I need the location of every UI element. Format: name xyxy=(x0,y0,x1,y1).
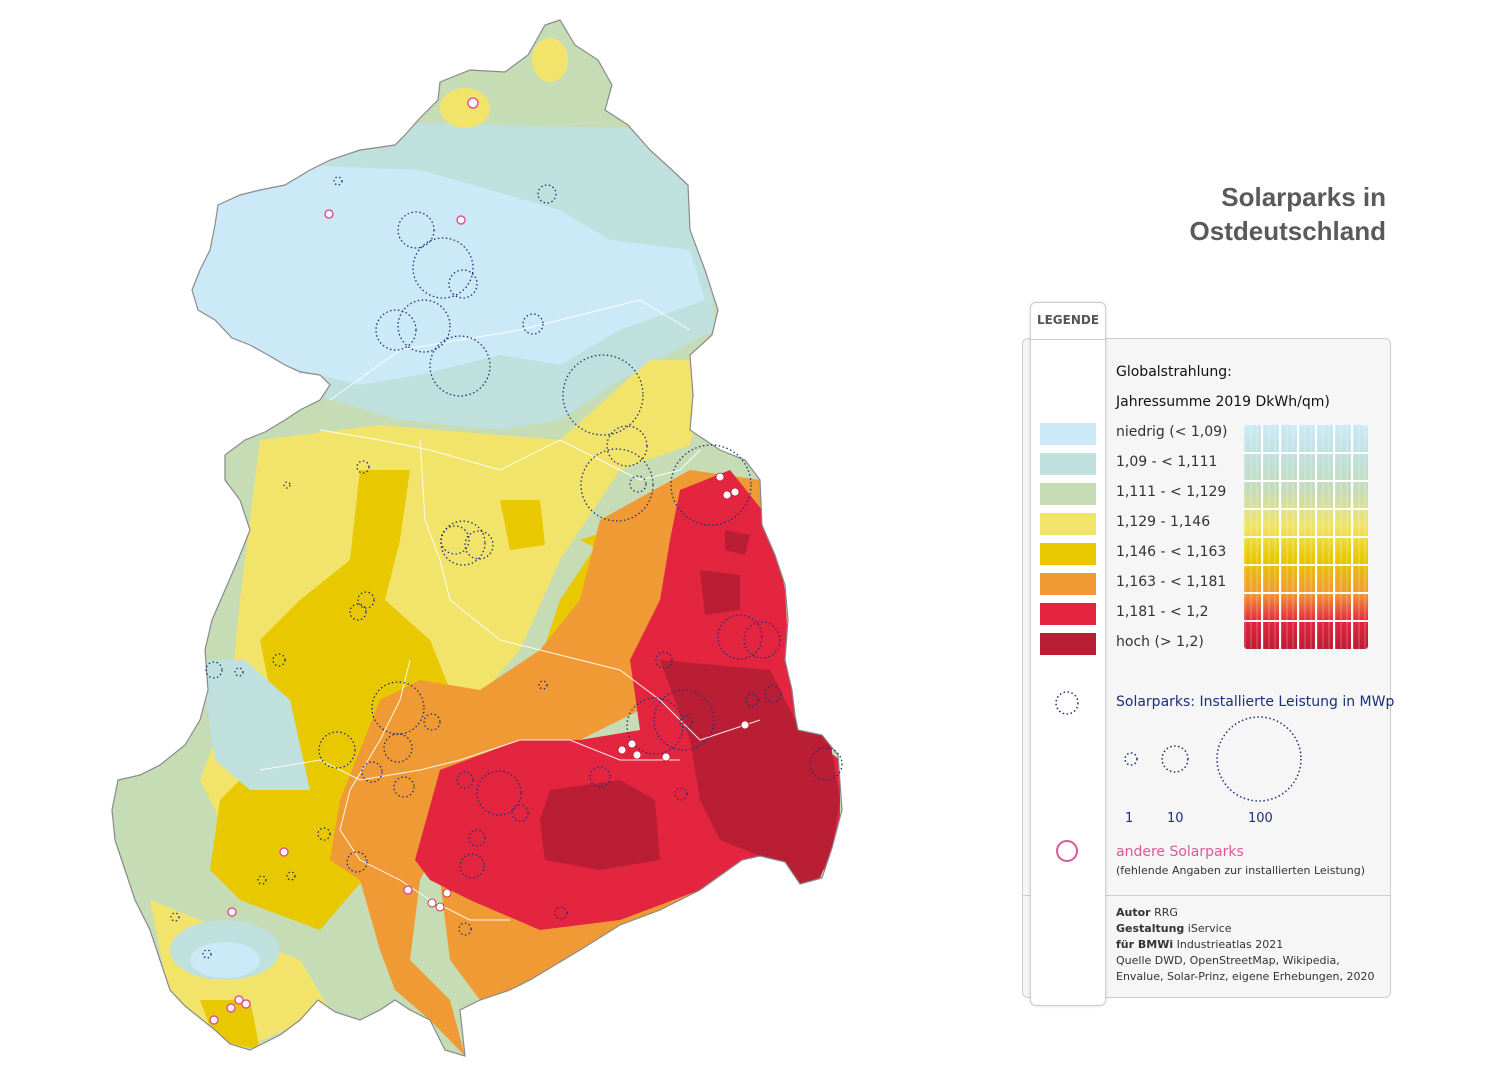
legend-swatch-2 xyxy=(1040,453,1096,475)
legend-heading: Globalstrahlung: xyxy=(1116,364,1232,380)
credit-line: Quelle DWD, OpenStreetMap, Wikipedia, xyxy=(1116,954,1340,967)
map-title: Solarparks in Ostdeutschland xyxy=(1190,180,1386,248)
legend-swatch-5 xyxy=(1040,543,1096,565)
map-title-line2: Ostdeutschland xyxy=(1189,216,1386,246)
legend-size-label: 10 xyxy=(1167,811,1184,826)
credit-key: für BMWi xyxy=(1116,938,1174,951)
credit-value: Envalue, Solar-Prinz, eigene Erhebungen,… xyxy=(1116,970,1375,983)
legend-swatch-7 xyxy=(1040,603,1096,625)
legend-tab-label: LEGENDE xyxy=(1036,313,1100,327)
legend-swatch-niedrig xyxy=(1040,423,1096,445)
legend-class-label: hoch (> 1,2) xyxy=(1116,634,1204,650)
credit-value: iService xyxy=(1184,922,1232,935)
andere-solarparks xyxy=(209,97,479,1025)
legend-class-label: 1,09 - < 1,111 xyxy=(1116,454,1218,470)
state-borders xyxy=(259,299,761,921)
legend-size-label: 100 xyxy=(1248,811,1273,826)
legend-andere-label: andere Solarparks xyxy=(1116,844,1244,860)
credit-line: für BMWi Industrieatlas 2021 xyxy=(1116,938,1283,951)
credit-value: RRG xyxy=(1150,906,1178,919)
credit-line: Envalue, Solar-Prinz, eigene Erhebungen,… xyxy=(1116,970,1374,983)
legend-class-label: 1,129 - 1,146 xyxy=(1116,514,1211,530)
credit-key: Autor xyxy=(1116,906,1151,919)
legend-swatch-6 xyxy=(1040,573,1096,595)
legend-class-label: 1,111 - < 1,129 xyxy=(1116,484,1227,500)
legend-credits-divider xyxy=(1022,895,1390,896)
legend-size-label: 1 xyxy=(1125,811,1134,826)
legend-solarparks-label: Solarparks: Installierte Leistung in MWp xyxy=(1116,694,1395,710)
legend-swatch-4 xyxy=(1040,513,1096,535)
legend-class-label: 1,181 - < 1,2 xyxy=(1116,604,1209,620)
credit-line: Autor RRG xyxy=(1116,906,1178,919)
legend-class-label: 1,146 - < 1,163 xyxy=(1116,544,1227,560)
legend-class-label: 1,163 - < 1,181 xyxy=(1116,574,1227,590)
legend-andere-note: (fehlende Angaben zur installierten Leis… xyxy=(1116,864,1365,877)
legend-swatch-3 xyxy=(1040,483,1096,505)
radiation-zones xyxy=(112,20,842,1056)
radiation-map xyxy=(111,19,843,1057)
map-title-line1: Solarparks in xyxy=(1221,182,1386,212)
solarpark-points xyxy=(427,472,750,912)
credit-value: Quelle DWD, OpenStreetMap, Wikipedia, xyxy=(1116,954,1340,967)
solarpark-circles xyxy=(170,176,843,959)
credit-line: Gestaltung iService xyxy=(1116,922,1232,935)
legend-tab-divider xyxy=(1031,339,1105,340)
credit-key: Gestaltung xyxy=(1116,922,1185,935)
legend-swatch-hoch xyxy=(1040,633,1096,655)
legend-subheading: Jahressumme 2019 DkWh/qm) xyxy=(1116,394,1330,410)
legend-class-label: niedrig (< 1,09) xyxy=(1116,424,1228,440)
credit-value: Industrieatlas 2021 xyxy=(1173,938,1284,951)
